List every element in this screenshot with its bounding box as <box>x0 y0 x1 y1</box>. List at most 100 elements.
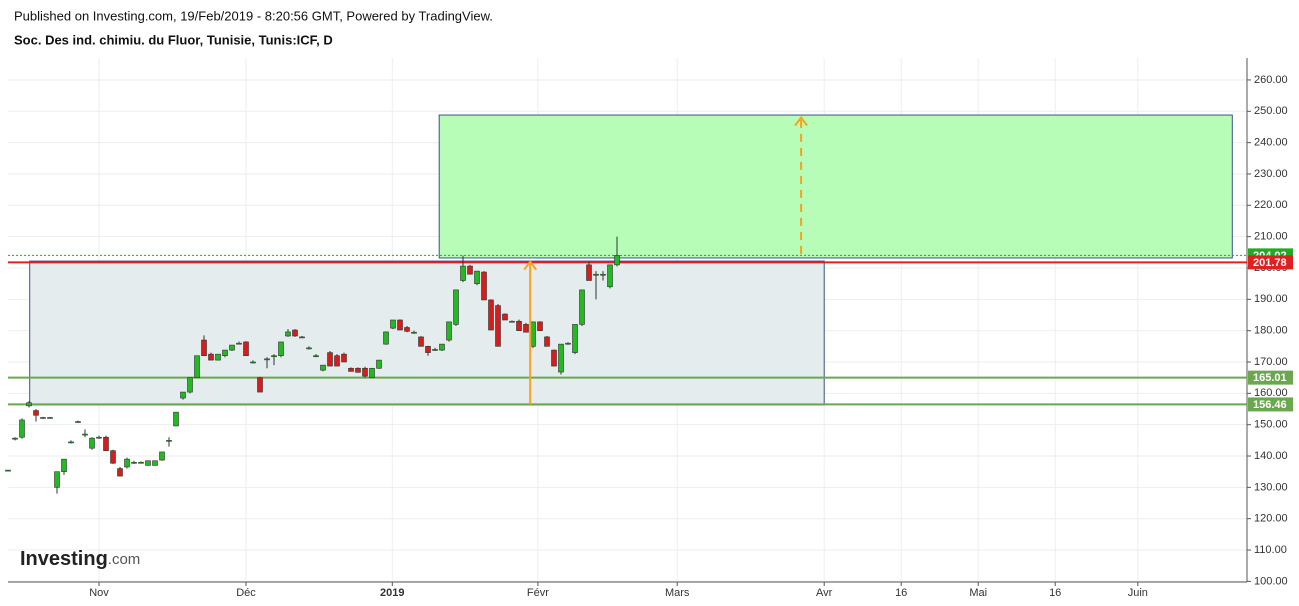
candle-body <box>579 289 585 325</box>
candle-body <box>425 346 431 353</box>
candle-body <box>551 349 557 367</box>
candle-body <box>341 353 347 363</box>
candle-body <box>362 367 368 377</box>
price-label: 156.46 <box>1253 399 1287 411</box>
y-tick-label: 250.00 <box>1254 105 1288 117</box>
candle-body <box>131 461 137 464</box>
candle-body <box>313 355 319 358</box>
candle-body <box>264 358 270 361</box>
candle-body <box>502 313 508 321</box>
candle-body <box>593 273 599 276</box>
candle-body <box>145 460 151 466</box>
candle-body <box>103 436 109 451</box>
candle-body <box>460 265 466 281</box>
candle-body <box>229 344 235 351</box>
candle-body <box>243 341 249 357</box>
published-note: Published on Investing.com, 19/Feb/2019 … <box>14 8 493 23</box>
candle-body <box>558 343 564 373</box>
candle-body <box>257 377 263 393</box>
x-tick-label: 16 <box>1049 587 1061 599</box>
y-tick-label: 240.00 <box>1254 137 1288 149</box>
candle-body <box>47 417 53 419</box>
candle-body <box>509 320 515 323</box>
x-tick-label: Mars <box>665 587 690 599</box>
candle-body <box>495 305 501 347</box>
y-tick-label: 160.00 <box>1254 387 1288 399</box>
candle-body <box>544 336 550 347</box>
candle-body <box>516 320 522 331</box>
candle-body <box>285 331 291 337</box>
x-tick-label: Févr <box>527 587 549 599</box>
instrument-title: Soc. Des ind. chimiu. du Fluor, Tunisie,… <box>14 32 333 47</box>
candle-body <box>54 471 60 488</box>
candle-body <box>271 355 277 358</box>
candle-body <box>488 299 494 331</box>
price-label: 165.01 <box>1253 372 1287 384</box>
candle-body <box>432 349 438 351</box>
candle-body <box>201 339 207 357</box>
candle-body <box>222 349 228 357</box>
candle-body <box>376 359 382 369</box>
y-tick-label: 180.00 <box>1254 325 1288 337</box>
candle-body <box>369 367 375 378</box>
candle-body <box>320 364 326 371</box>
y-tick-label: 220.00 <box>1254 199 1288 211</box>
candle-body <box>110 450 116 464</box>
y-tick-label: 260.00 <box>1254 74 1288 86</box>
candle-body <box>404 327 410 332</box>
candle-body <box>19 419 25 438</box>
arrow-head <box>523 260 538 271</box>
candle-body <box>383 331 389 345</box>
price-label-box <box>1248 370 1293 385</box>
candle-body <box>523 324 529 333</box>
candle-body <box>411 331 417 334</box>
logo: Investing.com <box>20 548 140 570</box>
candle-body <box>327 352 333 367</box>
candle-body <box>348 367 354 372</box>
x-tick-label: Juin <box>1128 587 1148 599</box>
candle-body <box>481 271 487 301</box>
candle-body <box>152 460 158 466</box>
candle-body <box>278 341 284 357</box>
x-tick-label: Mai <box>969 587 987 599</box>
y-tick-label: 140.00 <box>1254 450 1288 462</box>
zone <box>29 260 825 406</box>
candle-body <box>467 265 473 275</box>
candle-body <box>614 255 620 266</box>
candle-body <box>68 441 74 444</box>
candle-body <box>117 468 123 477</box>
y-tick-label: 150.00 <box>1254 419 1288 431</box>
candle-body <box>250 361 256 364</box>
candle-body <box>397 319 403 331</box>
candle-body <box>299 336 305 339</box>
candle-body <box>5 469 11 472</box>
y-tick-label: 210.00 <box>1254 231 1288 243</box>
price-label-box <box>1248 255 1293 270</box>
candle-body <box>138 461 144 464</box>
candle-body <box>82 433 88 436</box>
candle-body <box>355 367 361 373</box>
candle-body <box>173 411 179 427</box>
candle-body <box>607 264 613 288</box>
candle-body <box>572 324 578 353</box>
candle-body <box>124 458 130 468</box>
logo-name: Investing <box>20 548 108 570</box>
price-label: 201.78 <box>1253 257 1287 269</box>
candle-body <box>453 289 459 325</box>
candle-body <box>215 353 221 361</box>
candle-body <box>208 353 214 361</box>
x-tick-label: Déc <box>236 587 256 599</box>
candle-body <box>439 343 445 351</box>
y-tick-label: 230.00 <box>1254 168 1288 180</box>
y-tick-label: 110.00 <box>1254 544 1287 556</box>
y-tick-label: 170.00 <box>1254 356 1288 368</box>
candle-body <box>187 377 193 393</box>
candle-body <box>40 417 46 419</box>
candle-body <box>565 342 571 345</box>
arrow-head <box>794 115 808 127</box>
candle-body <box>446 321 452 341</box>
x-tick-label: Avr <box>816 587 833 599</box>
candle-body <box>292 329 298 337</box>
candle-body <box>33 410 39 416</box>
